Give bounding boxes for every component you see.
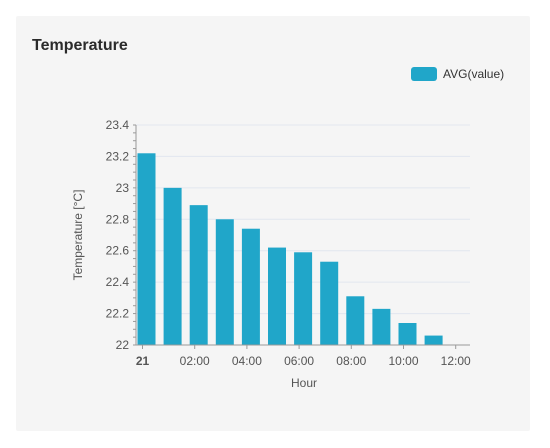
y-tick-label: 22: [116, 338, 130, 352]
bar[interactable]: [241, 228, 260, 345]
x-tick-label: 08:00: [336, 354, 366, 368]
x-tick-label: 10:00: [388, 354, 418, 368]
panel-title: Temperature: [32, 37, 128, 54]
legend-swatch-avg-value[interactable]: [411, 67, 437, 81]
y-axis-title: Temperature [°C]: [71, 190, 85, 281]
x-axis-ticks: 21 02:00 04:00 06:00 08:00 10:00 12:00: [136, 354, 471, 368]
y-tick-label: 23: [116, 181, 130, 195]
axes: [133, 124, 470, 349]
bar[interactable]: [268, 247, 286, 345]
x-tick-label: 04:00: [232, 354, 262, 368]
bar[interactable]: [424, 335, 443, 345]
bar[interactable]: [137, 153, 156, 345]
y-tick-label: 23.2: [106, 149, 130, 163]
bar[interactable]: [398, 323, 417, 345]
x-axis-title: Hour: [291, 376, 317, 390]
bar[interactable]: [189, 205, 208, 345]
bar[interactable]: [163, 187, 182, 345]
chart-panel: Temperature: [16, 16, 530, 431]
bar[interactable]: [215, 219, 234, 345]
x-tick-label: 12:00: [441, 354, 471, 368]
legend-label-avg-value[interactable]: AVG(value): [443, 67, 504, 81]
legend[interactable]: AVG(value): [411, 67, 504, 81]
x-tick-label: 06:00: [284, 354, 314, 368]
y-tick-label: 23.4: [106, 118, 130, 132]
bar[interactable]: [372, 308, 391, 345]
bar[interactable]: [294, 252, 313, 345]
x-tick-label: 21: [136, 354, 150, 368]
y-tick-label: 22.4: [106, 275, 130, 289]
bar[interactable]: [346, 296, 365, 345]
y-tick-label: 22.8: [106, 212, 130, 226]
bar[interactable]: [320, 261, 339, 345]
bars: [137, 153, 443, 345]
y-tick-label: 22.6: [106, 244, 130, 258]
y-axis-ticks: 22 22.2 22.4 22.6 22.8 23 23.2 23.4: [106, 118, 130, 352]
x-tick-label: 02:00: [180, 354, 210, 368]
y-tick-label: 22.2: [106, 307, 130, 321]
